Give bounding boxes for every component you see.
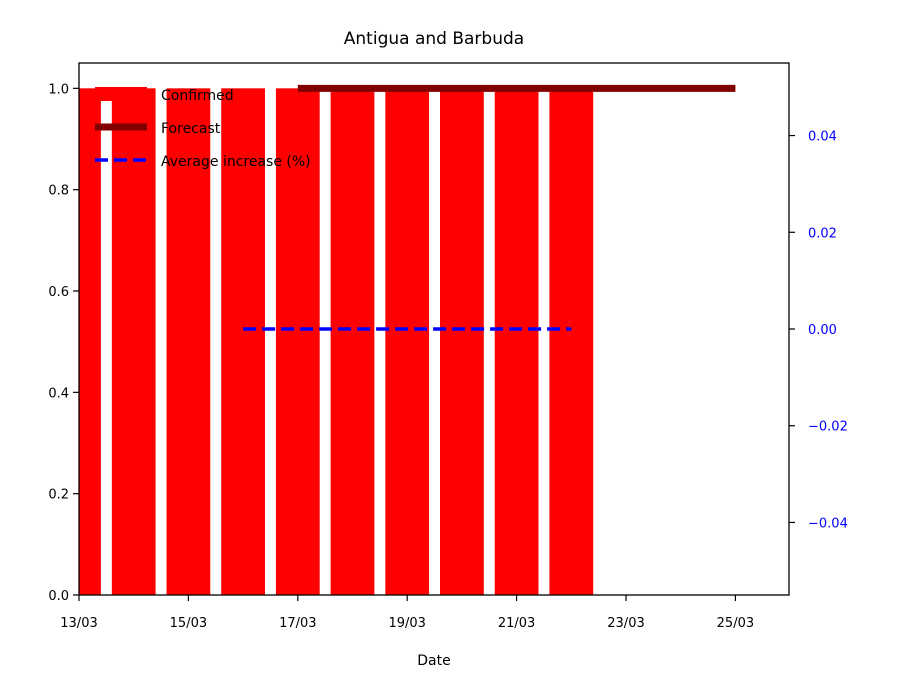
bar [440, 88, 484, 595]
x-tick-label: 21/03 [498, 616, 535, 631]
x-tick-label: 19/03 [388, 616, 425, 631]
y-tick-label: 0.8 [48, 184, 69, 199]
bar [111, 88, 156, 595]
y-tick-label: 0.0 [48, 589, 69, 604]
legend-label: Confirmed [161, 88, 234, 104]
bar [385, 88, 430, 595]
bar [79, 88, 101, 595]
bar [166, 88, 211, 595]
bar [330, 88, 375, 595]
bar [494, 88, 539, 595]
legend-label: Forecast [161, 121, 221, 137]
bar [549, 88, 594, 595]
y2-tick-label: −0.04 [808, 516, 848, 531]
x-tick-label: 23/03 [607, 616, 644, 631]
x-tick-label: 15/03 [170, 616, 207, 631]
y-tick-label: 0.6 [48, 285, 69, 300]
y-tick-label: 1.0 [48, 82, 69, 97]
x-tick-label: 13/03 [60, 616, 97, 631]
bar [221, 88, 265, 595]
y-tick-label: 0.2 [48, 488, 69, 503]
x-tick-label: 17/03 [279, 616, 316, 631]
y2-tick-label: −0.02 [808, 420, 848, 435]
lines-layer [243, 84, 736, 331]
y-tick-label: 0.4 [48, 386, 69, 401]
y2-tick-label: 0.04 [808, 130, 837, 145]
legend-label: Average increase (%) [161, 154, 311, 170]
bar [275, 88, 320, 595]
axes-layer: 13/03 15/03 17/03 19/03 21/03 23/03 25/03 0.0 0.… [48, 62, 848, 631]
x-tick-label: 25/03 [717, 616, 754, 631]
legend-swatch-confirmed [95, 87, 147, 101]
bars-layer [79, 88, 594, 595]
x-axis-label: Date [417, 653, 450, 669]
chart-title: Antigua and Barbuda [344, 29, 524, 49]
y2-tick-label: 0.00 [808, 323, 837, 338]
y2-tick-label: 0.02 [808, 226, 837, 241]
legend: Confirmed Forecast Average increase (%) [95, 87, 311, 170]
